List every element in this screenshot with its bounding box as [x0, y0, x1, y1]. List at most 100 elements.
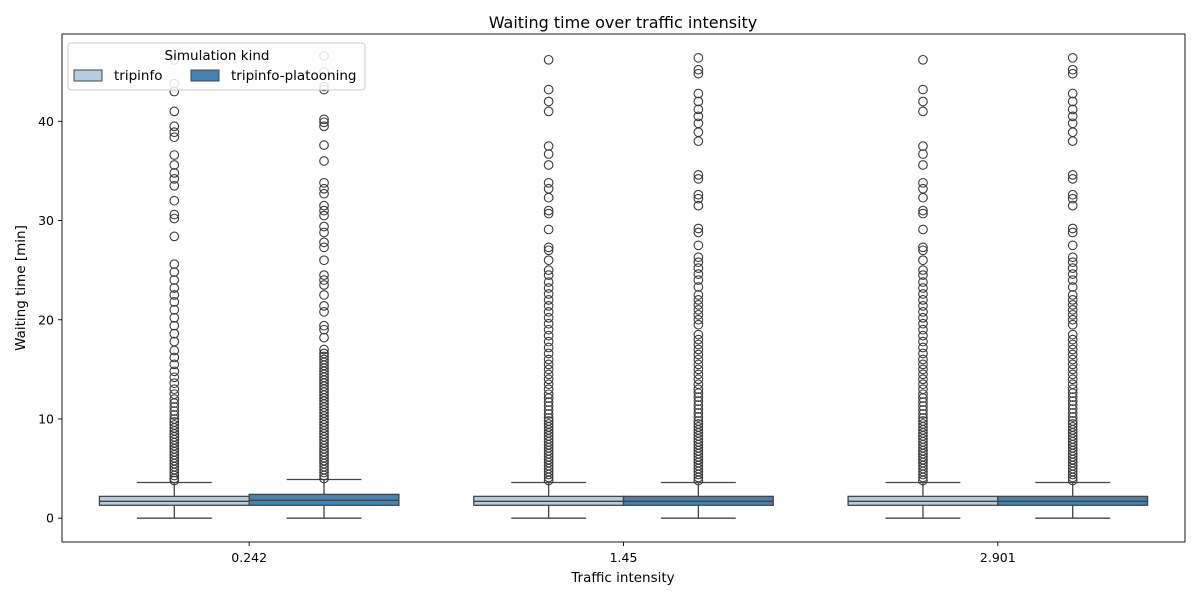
outlier-point — [169, 275, 180, 285]
outlier-point — [543, 208, 554, 219]
outlier-point — [169, 297, 180, 307]
outlier-point — [319, 255, 329, 266]
outlier-point — [543, 354, 554, 365]
outlier-point — [169, 209, 180, 220]
outlier-point — [1067, 369, 1078, 380]
outlier-point — [918, 205, 928, 216]
outlier-point — [169, 389, 180, 400]
outlier-point — [1067, 319, 1078, 330]
outlier-point — [543, 342, 554, 353]
outlier-point — [693, 412, 704, 422]
outlier-point — [1067, 304, 1078, 315]
outlier-point — [169, 394, 180, 404]
outlier-point — [918, 364, 928, 375]
outlier-point — [918, 374, 928, 385]
outlier-point — [169, 121, 180, 132]
outlier-point — [693, 396, 704, 406]
outlier-point — [693, 400, 704, 410]
outlier-point — [1067, 223, 1078, 234]
outlier-point — [918, 224, 928, 235]
outlier-point — [543, 283, 554, 293]
outlier-point — [693, 300, 704, 310]
outlier-point — [1067, 257, 1078, 268]
outlier-point — [319, 121, 329, 132]
outlier-point — [319, 301, 329, 311]
outlier-point — [1067, 295, 1078, 305]
outlier-point — [543, 318, 554, 329]
outlier-point — [169, 312, 180, 323]
outlier-point — [169, 304, 180, 315]
outlier-point — [319, 242, 329, 253]
outlier-point — [693, 329, 704, 340]
outlier-point — [1067, 349, 1078, 360]
outlier-point — [1067, 416, 1078, 426]
legend-swatch-tripinfo-platooning — [190, 69, 220, 82]
outlier-point — [918, 384, 928, 395]
x-tick-label: 2.901 — [980, 550, 1016, 565]
outlier-point — [543, 106, 554, 117]
outlier-point — [543, 413, 554, 423]
outlier-point — [543, 306, 554, 317]
outlier-point — [543, 245, 554, 256]
outlier-point — [319, 332, 329, 343]
outlier-point — [693, 349, 704, 360]
outlier-point — [543, 84, 554, 95]
outlier-point — [693, 64, 704, 75]
outlier-point — [543, 149, 554, 159]
outlier-point — [918, 419, 928, 429]
outlier-point — [1067, 118, 1078, 129]
outlier-point — [693, 263, 704, 274]
y-axis-label: Waiting time [min] — [13, 225, 29, 351]
outlier-point — [169, 359, 180, 370]
outlier-point — [1067, 392, 1078, 402]
outlier-point — [543, 405, 554, 415]
outlier-point — [693, 408, 704, 418]
outlier-point — [543, 312, 554, 323]
outlier-point — [1067, 227, 1078, 238]
x-axis-label: Traffic intensity — [570, 570, 674, 586]
outlier-point — [918, 401, 928, 411]
outlier-point — [1067, 400, 1078, 410]
outlier-point — [319, 306, 329, 317]
box-tripinfo-platooning-1.45 — [622, 52, 774, 519]
outlier-point — [1067, 339, 1078, 350]
outlier-point — [169, 372, 180, 383]
outlier-point — [543, 324, 554, 335]
outlier-point — [693, 404, 704, 414]
outlier-point — [693, 290, 704, 300]
outlier-point — [918, 354, 928, 365]
outlier-point — [693, 319, 704, 330]
outlier-point — [169, 160, 180, 170]
outlier-point — [169, 328, 180, 339]
outlier-point — [169, 336, 180, 347]
outlier-point — [693, 96, 704, 107]
outlier-point — [543, 205, 554, 216]
outlier-point — [918, 149, 928, 159]
outlier-point — [1067, 422, 1078, 432]
outlier-point — [693, 118, 704, 129]
box-tripinfo-2.901 — [847, 54, 999, 519]
y-tick-label: 40 — [38, 114, 54, 129]
outlier-point — [319, 156, 329, 166]
outlier-point — [543, 54, 554, 65]
y-tick-label: 0 — [46, 511, 54, 526]
y-tick-label: 10 — [38, 411, 54, 426]
outlier-point — [169, 410, 180, 420]
y-tick-label: 20 — [38, 312, 54, 327]
outlier-point — [543, 277, 554, 287]
outlier-point — [1067, 263, 1078, 274]
x-tick-label: 1.45 — [610, 550, 638, 565]
outlier-point — [693, 304, 704, 315]
outlier-point — [693, 359, 704, 370]
box-tripinfo-platooning-2.901 — [997, 52, 1149, 519]
outlier-point — [543, 379, 554, 390]
outlier-point — [319, 320, 329, 331]
outlier-point — [1067, 189, 1078, 200]
outlier-point — [1067, 354, 1078, 365]
outlier-point — [918, 265, 928, 275]
outlier-point — [1067, 290, 1078, 300]
outlier-point — [693, 52, 704, 63]
legend-label-tripinfo: tripinfo — [114, 68, 162, 84]
outlier-point — [543, 364, 554, 375]
outlier-point — [1067, 52, 1078, 63]
